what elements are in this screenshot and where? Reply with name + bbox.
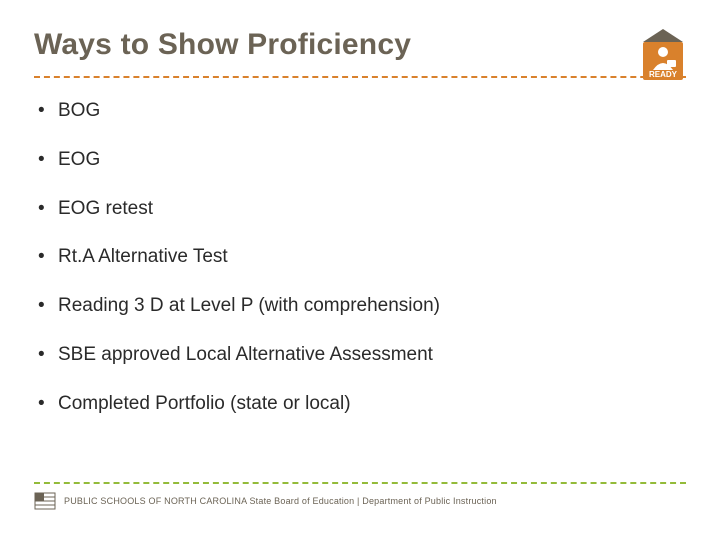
ready-logo-label: READY (649, 70, 678, 79)
bullet-item: SBE approved Local Alternative Assessmen… (34, 344, 686, 367)
nc-seal-icon (34, 490, 56, 512)
divider-top (34, 76, 686, 78)
footer-text: PUBLIC SCHOOLS OF NORTH CAROLINA State B… (64, 496, 497, 506)
bullet-list: BOG EOG EOG retest Rt.A Alternative Test… (34, 100, 686, 416)
bullet-item: EOG (34, 149, 686, 172)
bullet-item: EOG retest (34, 198, 686, 221)
bullet-item: BOG (34, 100, 686, 123)
footer: PUBLIC SCHOOLS OF NORTH CAROLINA State B… (34, 490, 497, 512)
bullet-item: Rt.A Alternative Test (34, 246, 686, 269)
divider-bottom (34, 482, 686, 484)
ready-logo: READY (634, 26, 692, 84)
bullet-item: Completed Portfolio (state or local) (34, 393, 686, 416)
bullet-item: Reading 3 D at Level P (with comprehensi… (34, 295, 686, 318)
slide-title: Ways to Show Proficiency (34, 28, 686, 62)
slide: READY Ways to Show Proficiency BOG EOG E… (0, 0, 720, 540)
